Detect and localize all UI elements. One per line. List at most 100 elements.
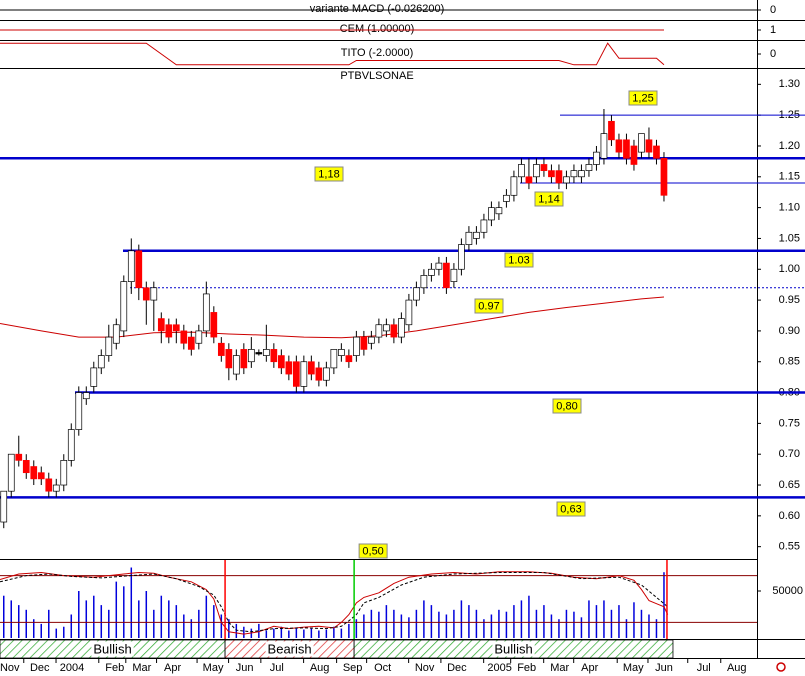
candle-body (255, 352, 263, 355)
x-tick-label: 2005 (487, 662, 511, 674)
x-tick-label: Dec (447, 662, 467, 674)
candle-body (195, 330, 203, 344)
regime-label-bg (492, 641, 535, 657)
candle-body (578, 170, 585, 178)
candle-body (37, 472, 45, 480)
candle-body (247, 349, 255, 363)
candle-body (435, 262, 443, 270)
candle-body (623, 139, 630, 159)
y-tick-label: 0 (770, 48, 776, 60)
candle-body (405, 299, 413, 326)
level-label: 1,14 (538, 193, 559, 205)
x-tick-label: Oct (374, 662, 391, 674)
candle-body (120, 281, 128, 332)
candle-body (330, 349, 338, 369)
candle-body (473, 231, 480, 239)
candle-body (82, 392, 90, 400)
candle-body (338, 349, 345, 356)
candle-body (548, 170, 555, 178)
signal-label: 0,50 (362, 545, 383, 557)
candle-body (518, 164, 525, 178)
candle-body (398, 318, 405, 338)
candle-body (615, 139, 623, 153)
level-label: 1,18 (318, 168, 339, 180)
y-tick-label: 0 (770, 4, 776, 16)
candle-body (165, 324, 173, 338)
level-label: 0,63 (560, 503, 581, 515)
candle-body (413, 287, 420, 301)
candle-body (533, 164, 540, 178)
signal-label-box (358, 543, 388, 559)
level-label-box (504, 252, 534, 268)
panel-frames (0, 0, 805, 659)
candle-body (232, 355, 240, 375)
y-tick-label: 0.55 (779, 541, 800, 553)
y-tick-label: 0.65 (779, 479, 800, 491)
level-label-box (556, 501, 586, 517)
candle-body (525, 176, 533, 184)
y-tick-label: 0.95 (779, 294, 800, 306)
status-icon (776, 662, 786, 672)
y-tick-label: 1.00 (779, 263, 800, 275)
x-tick-label: Jul (270, 662, 284, 674)
candle-body (135, 250, 143, 289)
candle-body (353, 336, 360, 356)
candle-body (585, 164, 593, 171)
regime-label-bg (91, 641, 134, 657)
candle-body (308, 361, 315, 375)
y-tick-label: 50000 (772, 585, 803, 597)
candle-body (157, 318, 165, 332)
candle-body (45, 478, 53, 492)
level-label-box (552, 398, 582, 414)
x-tick-label: May (623, 662, 644, 674)
level-label: 0,80 (556, 400, 577, 412)
y-tick-label: 1.15 (779, 171, 800, 183)
oscillator-line (0, 572, 669, 633)
panel-title: TITO (-2.0000) (341, 47, 414, 59)
x-tick-label: Sep (343, 662, 363, 674)
x-tick-label: Jun (236, 662, 254, 674)
candle-body (443, 262, 450, 289)
x-tick-label: Aug (310, 662, 330, 674)
candle-body (270, 349, 278, 363)
level-label-box (314, 166, 344, 182)
level-label-box (628, 90, 658, 106)
x-tick-label: Mar (550, 662, 569, 674)
candle-body (465, 231, 473, 245)
candle-body (22, 460, 30, 474)
candle-body (210, 312, 218, 338)
candle-body (383, 324, 390, 332)
candle-body (187, 336, 195, 350)
candle-body (277, 355, 285, 369)
candle-body (488, 207, 495, 221)
candle-body (593, 151, 600, 165)
regime-label: Bullish (93, 641, 131, 656)
y-tick-label: 0.90 (779, 325, 800, 337)
x-tick-label: May (203, 662, 224, 674)
regime-label: Bullish (494, 641, 532, 656)
candle-body (97, 355, 105, 369)
oscillator-line (0, 571, 669, 635)
candle-body (202, 293, 210, 332)
candle-body (315, 367, 323, 381)
candle-body (638, 133, 645, 153)
candle-body (630, 145, 638, 165)
indicator-line (0, 42, 665, 66)
candle-body (375, 324, 383, 338)
panel-title: CEM (1.00000) (340, 23, 415, 35)
level-label: 1.03 (508, 254, 529, 266)
regime-label: Bearish (268, 641, 312, 656)
candle-body (660, 157, 668, 196)
x-tick-label: Nov (0, 662, 20, 674)
candle-body (30, 466, 38, 480)
candle-body (262, 349, 270, 356)
y-tick-label: 0.75 (779, 417, 800, 429)
candle-body (150, 287, 158, 301)
candle-body (217, 342, 225, 356)
candle-body (480, 219, 488, 233)
candle-body (127, 250, 135, 282)
candle-body (540, 164, 548, 171)
panel-title: PTBVLSONAE (340, 70, 413, 82)
y-tick-label: 0.85 (779, 356, 800, 368)
